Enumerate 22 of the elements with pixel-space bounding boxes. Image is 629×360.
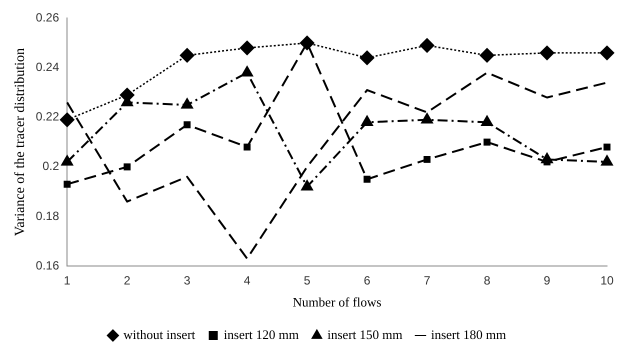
x-tick-label: 7 xyxy=(424,274,431,288)
x-tick-label: 8 xyxy=(484,274,491,288)
x-tick-label: 9 xyxy=(544,274,551,288)
y-tick-label: 0.18 xyxy=(36,208,60,223)
x-axis-title: Number of flows xyxy=(292,294,382,310)
x-tick-label: 2 xyxy=(124,274,131,288)
legend-label: without insert xyxy=(123,326,196,342)
y-tick-label: 0.24 xyxy=(36,60,60,74)
y-tick-label: 0.16 xyxy=(36,258,60,272)
x-tick-label: 4 xyxy=(244,274,251,288)
y-axis-title: Variance of the tracer distribution xyxy=(13,48,28,236)
x-tick-label: 3 xyxy=(184,274,191,288)
y-tick-label: 0.26 xyxy=(36,10,60,25)
legend-label: insert 180 mm xyxy=(430,326,506,342)
legend-label: insert 120 mm xyxy=(224,326,299,342)
x-tick-label: 1 xyxy=(64,274,71,288)
x-tick-label: 10 xyxy=(600,274,614,288)
x-tick-label: 6 xyxy=(364,274,371,288)
y-tick-label: 0.22 xyxy=(36,110,60,124)
legend-label: insert 150 mm xyxy=(327,326,402,342)
x-tick-label: 5 xyxy=(304,274,311,288)
y-tick-label: 0.2 xyxy=(42,159,60,174)
